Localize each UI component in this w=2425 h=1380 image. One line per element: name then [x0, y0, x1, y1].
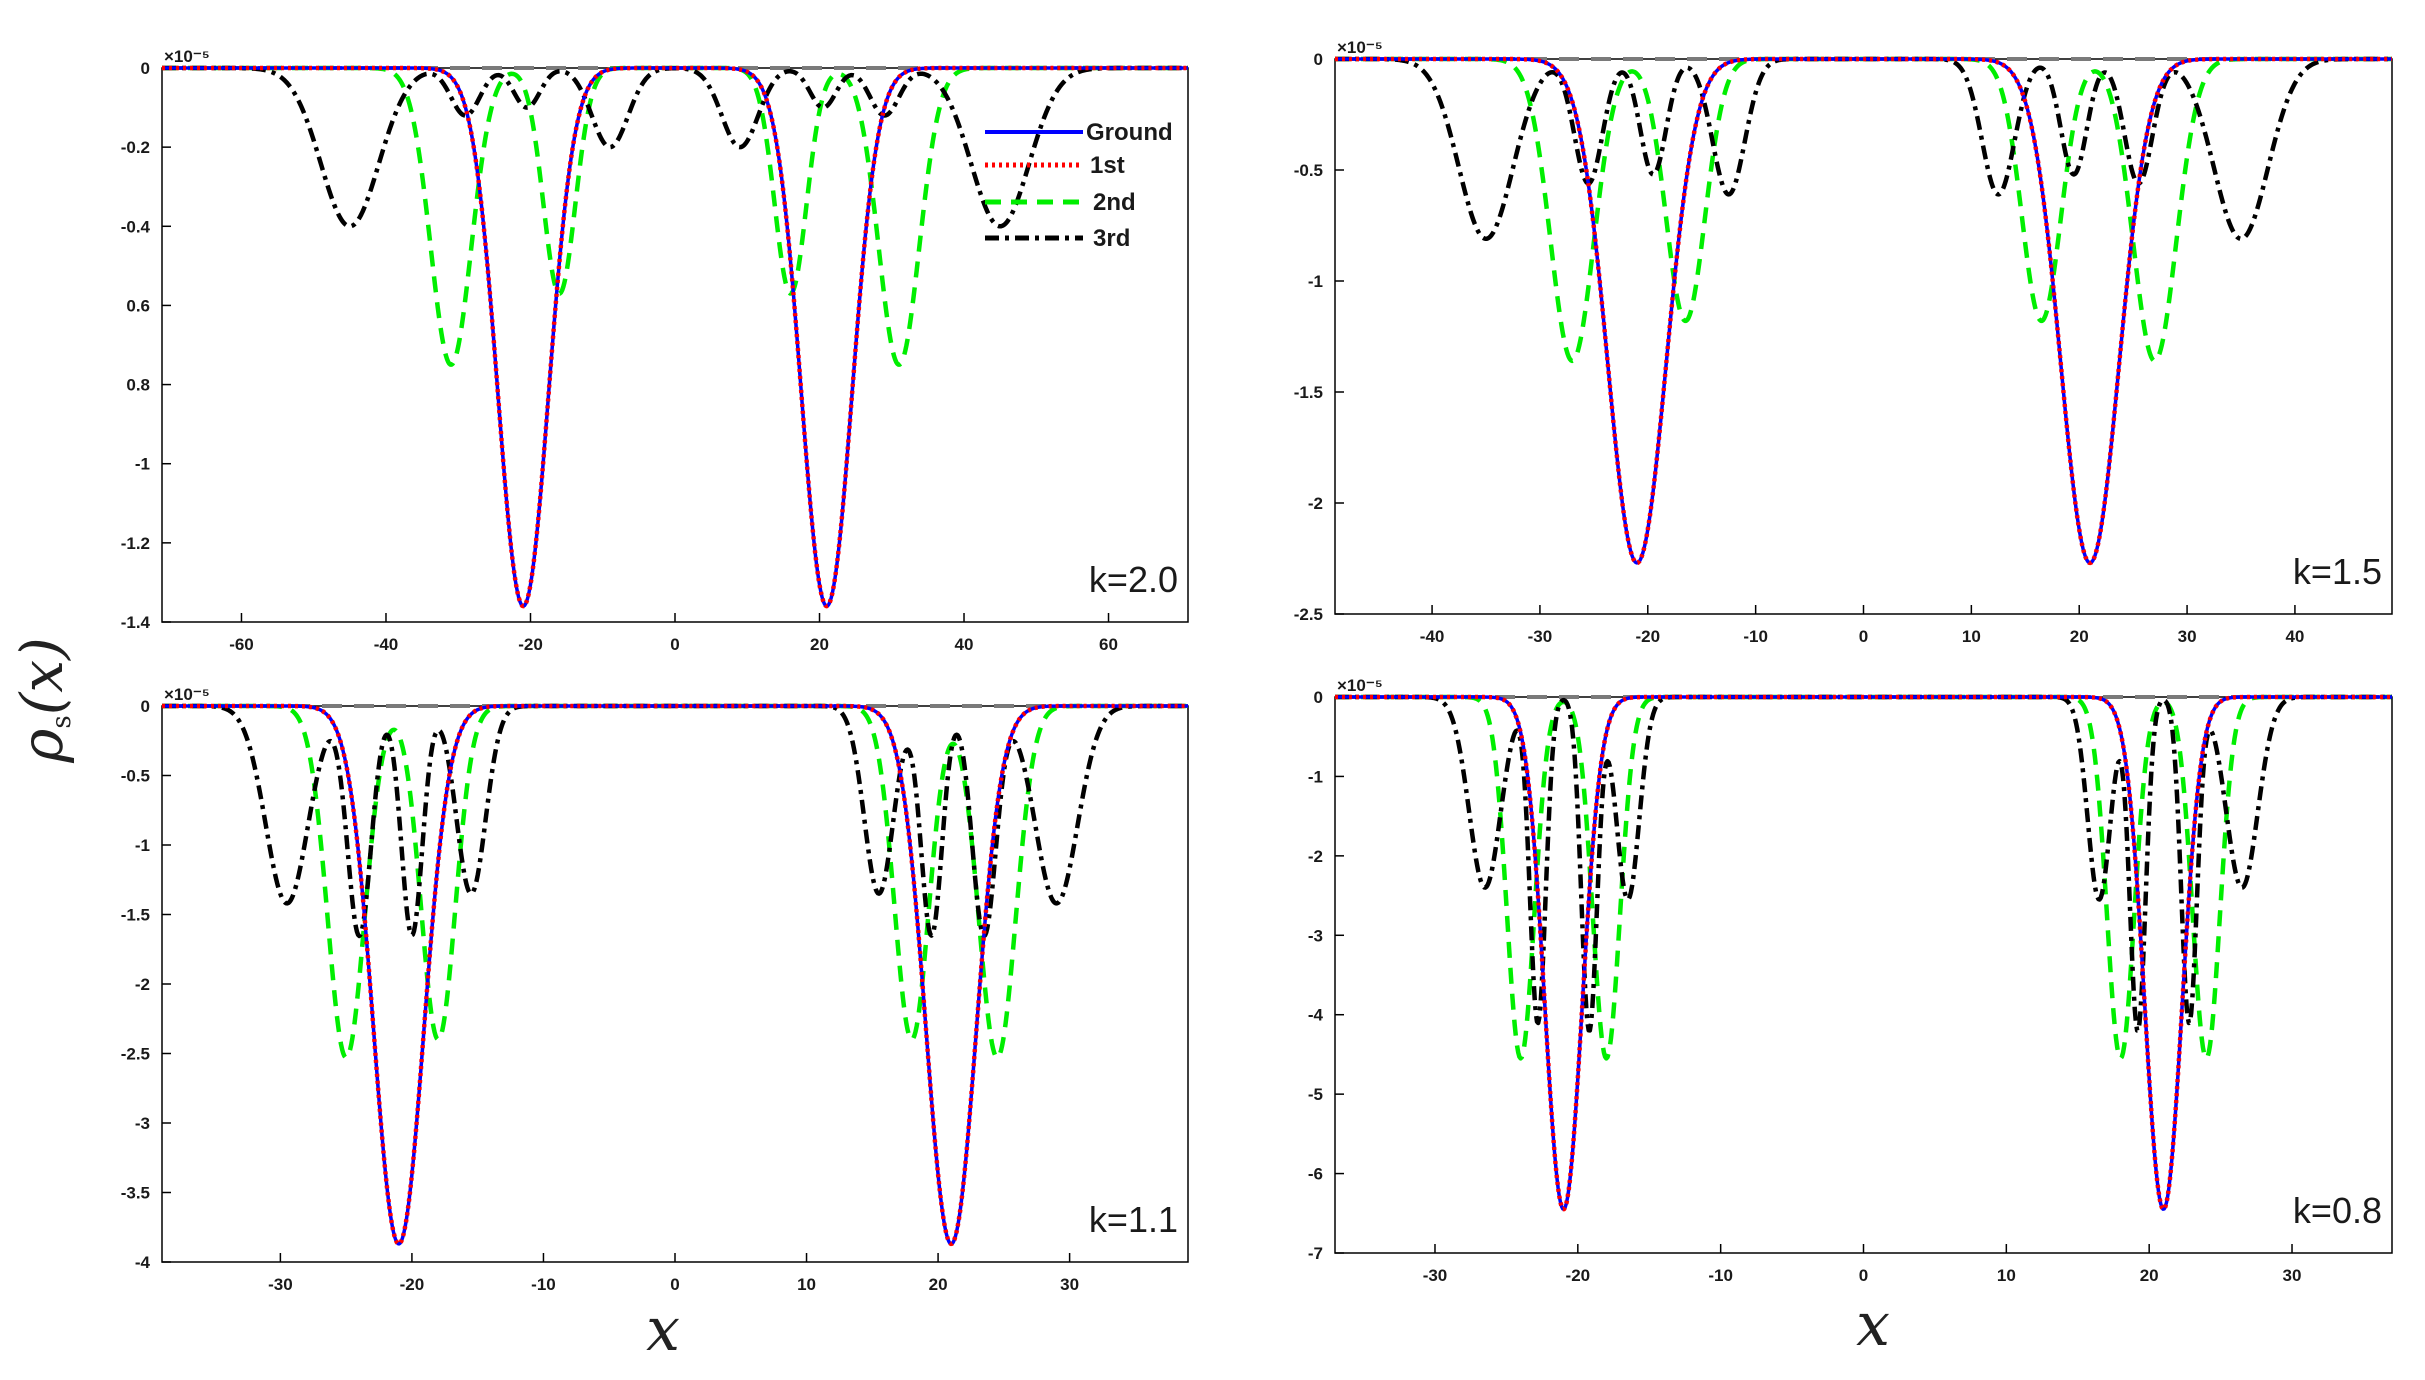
y-exponent-label: ×10⁻⁵: [164, 47, 210, 66]
series-line-1st: [162, 65, 1188, 609]
xlabel-right: x: [1856, 1290, 1890, 1360]
panel-bottom-left: 0 -0.5 -1 -1.5 -2 -2.5 -3 -3.5 -4 -30 -20 -10 0 10 20 3…: [121, 685, 1189, 1294]
y-tick-label: -0.2: [121, 138, 150, 157]
y-tick-label: -2: [135, 975, 150, 994]
y-tick-label: -0.4: [121, 217, 151, 236]
y-tick-label: -3.5: [121, 1184, 150, 1203]
x-tick-label: -40: [374, 635, 399, 654]
x-tick-label: -20: [400, 1275, 425, 1294]
x-tick-label: 20: [929, 1275, 948, 1294]
xlabel-left: x: [646, 1295, 680, 1365]
y-tick-label: -5: [1308, 1085, 1323, 1104]
x-tick-label: 20: [2070, 627, 2089, 646]
x-tick-label: 10: [1962, 627, 1981, 646]
y-tick-label: -1.5: [1294, 383, 1323, 402]
x-tick-label: -20: [518, 635, 543, 654]
k-annotation: k=1.5: [2293, 551, 2382, 592]
x-tick-label: 10: [797, 1275, 816, 1294]
series-line-2nd: [162, 703, 1188, 1060]
y-tick-label: 0.6: [126, 296, 150, 315]
y-tick-label: -7: [1308, 1244, 1323, 1263]
ylabel-main: ρ: [8, 729, 76, 764]
panel-bottom-right: 0 -1 -2 -3 -4 -5 -6 -7 -30 -20 -10 0 10 20 30 ×10⁻⁵ k=0.…: [1308, 676, 2393, 1285]
k-annotation: k=0.8: [2293, 1190, 2382, 1231]
y-tick-label: 0: [1314, 688, 1323, 707]
y-tick-label: -0.5: [121, 767, 150, 786]
ylabel-arg: (x): [8, 637, 76, 715]
y-tick-label: 0: [141, 697, 150, 716]
x-tick-label: -10: [1708, 1266, 1733, 1285]
panel-top-right: 0 -0.5 -1 -1.5 -2 -2.5 -40 -30 -20 -10 0 10 20 30 40 ×1…: [1294, 38, 2393, 646]
y-tick-label: -1: [1308, 272, 1323, 291]
y-tick-label: -2: [1308, 494, 1323, 513]
panel-top-left: 0 -0.2 -0.4 0.6 0.8 -1 -1.2 -1.4 -60 -40 -20 0 20 40 6…: [121, 47, 1189, 654]
x-tick-label: -10: [1743, 627, 1768, 646]
x-tick-label: -30: [268, 1275, 293, 1294]
series-line-2nd: [1335, 694, 2392, 1061]
x-tick-label: 30: [2178, 627, 2197, 646]
series-line-1st: [1335, 56, 2392, 566]
series-line-1st: [162, 703, 1188, 1247]
k-annotation: k=1.1: [1089, 1199, 1178, 1240]
x-tick-label: -20: [1566, 1266, 1591, 1285]
y-tick-label: -2.5: [1294, 605, 1323, 624]
y-tick-label: -4: [135, 1253, 151, 1272]
y-tick-label: -1.4: [121, 613, 151, 632]
y-exponent-label: ×10⁻⁵: [1337, 38, 1383, 57]
series-line-3rd: [1335, 694, 2392, 1033]
x-tick-label: 0: [1859, 627, 1868, 646]
ylabel-sub: s: [47, 715, 77, 728]
x-tick-label: -30: [1423, 1266, 1448, 1285]
y-tick-label: 0: [1314, 50, 1323, 69]
y-tick-label: -1.5: [121, 906, 150, 925]
shared-ylabel: ρs(x): [8, 637, 77, 763]
y-tick-label: -6: [1308, 1165, 1323, 1184]
x-tick-label: 30: [1060, 1275, 1079, 1294]
y-tick-label: -1: [135, 836, 150, 855]
y-tick-label: -2.5: [121, 1045, 150, 1064]
x-tick-label: -30: [1528, 627, 1553, 646]
x-tick-label: 10: [1997, 1266, 2016, 1285]
x-tick-label: -20: [1635, 627, 1660, 646]
y-tick-label: -3: [1308, 926, 1323, 945]
x-tick-label: 0: [670, 1275, 679, 1294]
x-tick-label: -10: [531, 1275, 556, 1294]
y-exponent-label: ×10⁻⁵: [1337, 676, 1383, 695]
legend-label-3rd: 3rd: [1093, 225, 1130, 252]
y-tick-label: -1: [1308, 767, 1323, 786]
y-tick-label: -0.5: [1294, 161, 1323, 180]
y-tick-label: -1.2: [121, 534, 150, 553]
series-line-3rd: [1335, 56, 2392, 242]
x-tick-label: 20: [810, 635, 829, 654]
ylabel: ρs(x): [8, 637, 77, 763]
x-tick-label: -40: [1420, 627, 1445, 646]
y-tick-label: -3: [135, 1114, 150, 1133]
y-tick-label: 0.8: [126, 376, 150, 395]
legend-label-2nd: 2nd: [1093, 189, 1136, 216]
x-tick-label: 40: [955, 635, 974, 654]
x-tick-label: 20: [2140, 1266, 2159, 1285]
y-tick-label: 0: [141, 59, 150, 78]
x-tick-label: 0: [670, 635, 679, 654]
y-tick-label: -1: [135, 455, 150, 474]
y-tick-label: -4: [1308, 1006, 1324, 1025]
legend-label-1st: 1st: [1090, 152, 1125, 179]
x-tick-label: 40: [2285, 627, 2304, 646]
series-line-1st: [1335, 694, 2392, 1212]
y-tick-label: -2: [1308, 847, 1323, 866]
y-exponent-label: ×10⁻⁵: [164, 685, 210, 704]
k-annotation: k=2.0: [1089, 559, 1178, 600]
x-tick-label: -60: [229, 635, 254, 654]
legend: Ground 1st 2nd 3rd: [985, 119, 1173, 252]
x-tick-label: 30: [2283, 1266, 2302, 1285]
legend-label-ground: Ground: [1086, 119, 1173, 146]
x-tick-label: 0: [1859, 1266, 1868, 1285]
x-tick-label: 60: [1099, 635, 1118, 654]
